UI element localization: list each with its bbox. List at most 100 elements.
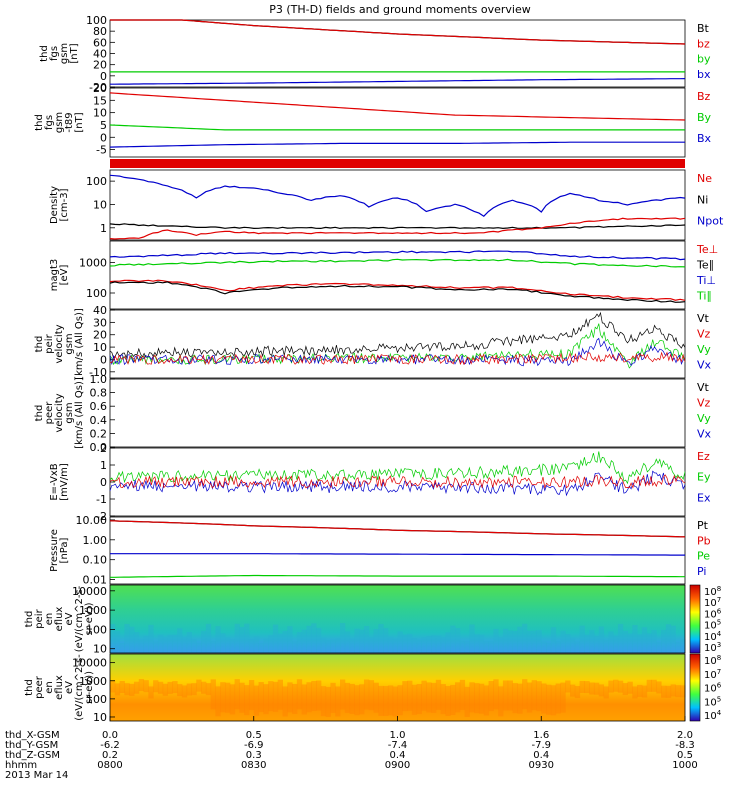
heatmap-cell — [411, 638, 418, 653]
y-axis-label: [nT] — [69, 43, 80, 63]
series-line-Vx — [109, 337, 686, 367]
heatmap-cell — [215, 686, 221, 717]
heatmap-cell — [565, 634, 571, 653]
x-tick-label: 0830 — [241, 760, 266, 771]
y-tick-label: 0.10 — [83, 554, 108, 567]
y-axis-label: fgs — [49, 46, 60, 61]
heatmap-cell — [526, 630, 533, 653]
series-line-Ni — [109, 223, 686, 230]
heatmap-cell — [229, 684, 236, 715]
y-tick-label: 0 — [100, 70, 107, 83]
legend-entry: Vt — [697, 381, 710, 394]
heatmap-cell — [124, 623, 130, 653]
legend-entry: Pi — [697, 565, 706, 578]
heatmap-cell — [306, 625, 312, 653]
y-axis-label: gsm — [64, 333, 75, 354]
heatmap-cell — [157, 681, 164, 694]
legend-entry: Ti∥ — [696, 290, 712, 303]
legend-entry: by — [697, 53, 711, 66]
heatmap-cell — [641, 685, 648, 698]
heatmap-cell — [445, 632, 451, 653]
heatmap-cell — [555, 683, 561, 714]
x-axis-row-label: thd_X-GSM — [5, 730, 60, 741]
heatmap-cell — [502, 628, 509, 653]
x-tick-label: 0800 — [97, 760, 122, 771]
y-tick-label: -10 — [89, 366, 107, 379]
heatmap-cell — [201, 681, 207, 694]
heatmap-cell — [272, 681, 279, 712]
heatmap-cell — [445, 685, 451, 716]
heatmap-cell — [225, 637, 231, 653]
heatmap-cell — [325, 686, 331, 717]
heatmap-cell — [210, 679, 216, 710]
heatmap-cell — [584, 681, 590, 694]
series-line-Bx — [109, 141, 685, 148]
heatmap-cell — [646, 633, 652, 653]
heatmap-cell — [196, 642, 202, 653]
colorbar-tick-exponent: 5 — [717, 695, 721, 703]
legend-entry: Bt — [697, 22, 710, 35]
heatmap-cell — [584, 634, 590, 653]
heatmap-cell — [272, 624, 279, 653]
series-line-By — [109, 124, 685, 131]
heatmap-cell — [565, 680, 571, 693]
y-tick-label: 2 — [100, 442, 107, 455]
heatmap-cell — [186, 683, 192, 696]
legend-entry: Bz — [697, 90, 711, 103]
heatmap-cell — [627, 681, 633, 694]
heatmap-cell — [531, 680, 537, 711]
colorbar-tick-exponent: 6 — [717, 682, 722, 690]
heatmap-cell — [325, 639, 331, 653]
heatmap-cell — [613, 635, 619, 653]
heatmap-cell — [546, 684, 552, 715]
heatmap-cell — [421, 680, 427, 711]
y-axis-label: (eV/(cm^2-s- — [74, 654, 85, 721]
y-tick-label: 100 — [86, 693, 107, 706]
heatmap-cell — [478, 634, 485, 653]
y-axis-label: peir — [44, 333, 55, 353]
heatmap-cell — [153, 641, 159, 653]
heatmap-cell — [541, 641, 547, 653]
heatmap-cell — [129, 683, 135, 696]
heatmap-cell — [320, 686, 327, 717]
y-axis-label: thd — [24, 611, 35, 628]
separator-bar — [110, 159, 685, 168]
heatmap-cell — [450, 625, 456, 653]
legend-entry: Npot — [697, 215, 724, 228]
legend-entry: Te∥ — [696, 259, 714, 272]
heatmap-cell — [560, 630, 566, 653]
heatmap-cell — [172, 634, 178, 653]
heatmap-cell — [220, 682, 226, 713]
heatmap-cell — [431, 682, 437, 713]
heatmap-cell — [129, 626, 135, 653]
colorbar-tick-exponent: 3 — [717, 641, 721, 649]
panel-efield: 2 1 0 -1 -2 E=-VxB [mV/m] Ez Ey Ex — [49, 442, 711, 523]
y-axis-label: magt3 — [49, 259, 60, 292]
heatmap-cell — [387, 685, 394, 716]
heatmap-cell — [205, 623, 212, 653]
legend-entry: Te⊥ — [696, 243, 718, 256]
x-tick-label: 0.3 — [246, 750, 262, 761]
y-axis-label: thd — [34, 336, 45, 353]
heatmap-cell — [344, 682, 351, 713]
x-tick-label: 0.4 — [390, 750, 406, 761]
series-line-Ti⊥ — [109, 250, 686, 261]
y-axis-label: sr-eV)) — [84, 602, 95, 635]
y-axis-label: eflux — [54, 675, 65, 700]
heatmap-cell — [344, 631, 351, 653]
y-axis-label: gsm — [59, 43, 70, 64]
heatmap-cell — [138, 639, 145, 653]
y-tick-label: 15 — [93, 94, 107, 107]
heatmap-cell — [383, 628, 389, 653]
heatmap-cell — [541, 683, 547, 714]
heatmap-cell — [296, 679, 303, 710]
y-axis-label: velocity — [54, 393, 65, 432]
heatmap-cell — [196, 679, 202, 692]
y-tick-label: 0 — [100, 131, 107, 144]
heatmap-cell — [536, 681, 542, 712]
heatmap-cell — [277, 679, 283, 710]
y-axis-label: [nT] — [74, 112, 85, 132]
